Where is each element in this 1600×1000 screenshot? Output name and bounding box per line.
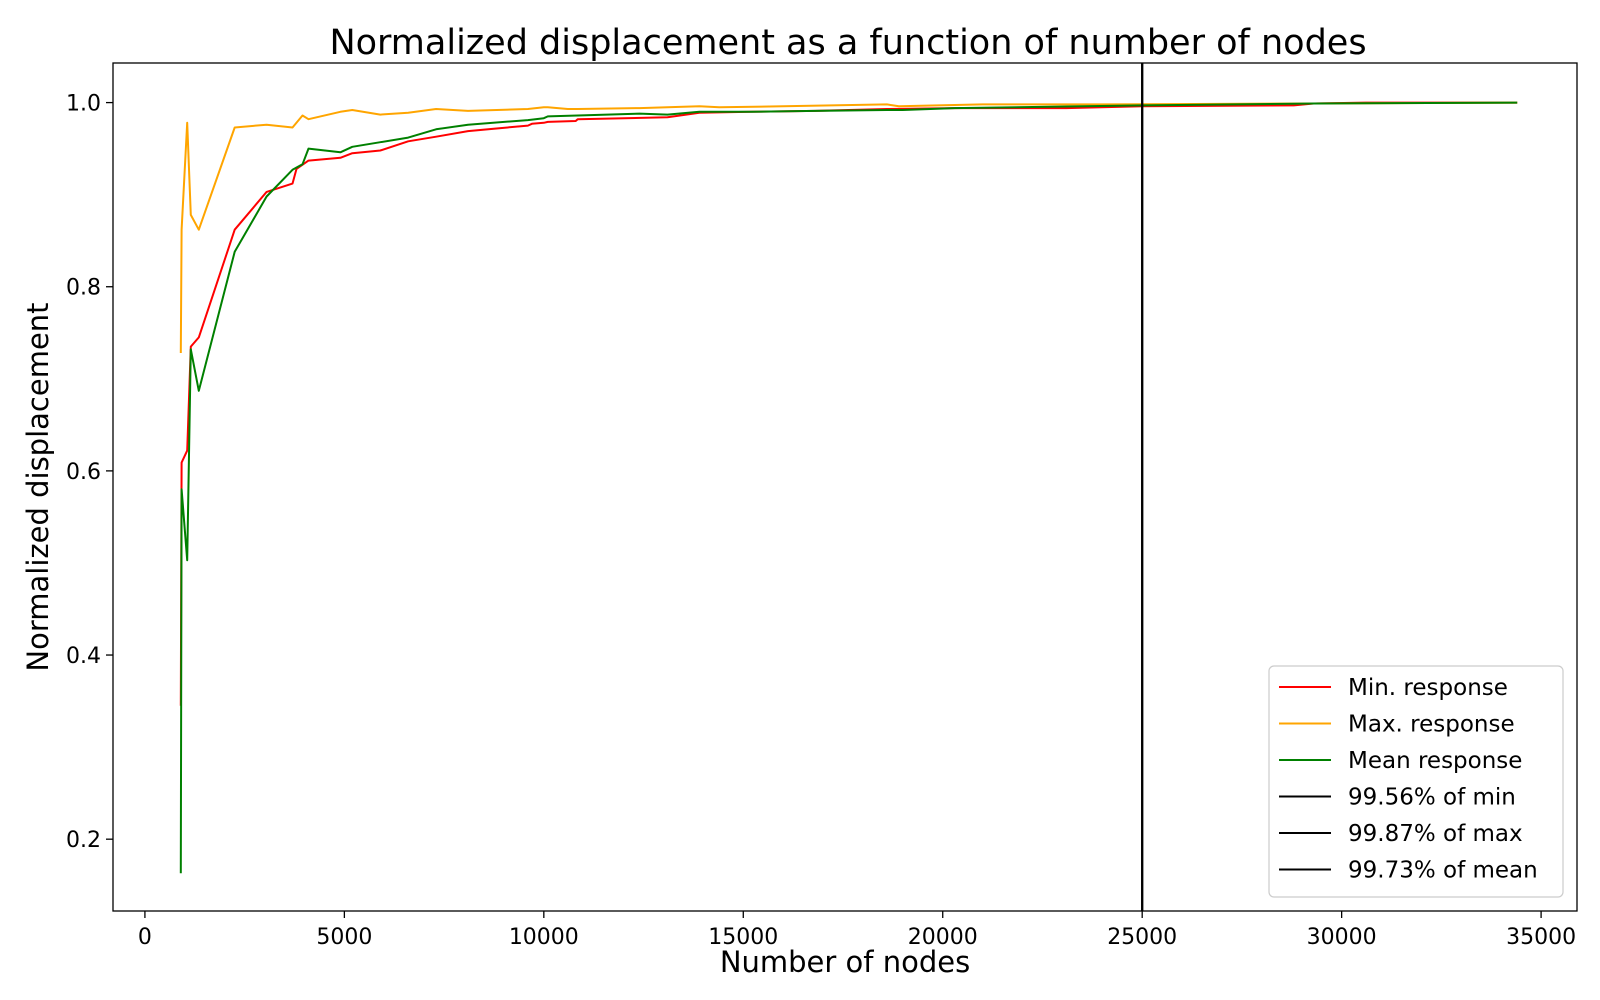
legend-box bbox=[1268, 665, 1564, 898]
y-tick-label: 0.4 bbox=[66, 644, 101, 669]
x-tick-label: 20000 bbox=[908, 925, 978, 950]
legend-label: 99.73% of mean bbox=[1348, 858, 1538, 884]
plot-frame bbox=[112, 62, 1578, 912]
y-axis-title: Normalized displacement bbox=[21, 302, 55, 671]
chart-title: Normalized displacement as a function of… bbox=[329, 23, 1366, 63]
x-tick-label: 35000 bbox=[1506, 925, 1576, 950]
x-tick-label: 0 bbox=[138, 925, 152, 950]
legend-label: Max. response bbox=[1348, 712, 1515, 738]
series-line-max-response bbox=[179, 101, 1518, 354]
x-tick-label: 15000 bbox=[708, 925, 778, 950]
x-tick-label: 5000 bbox=[316, 925, 372, 950]
legend-label: Mean response bbox=[1348, 748, 1522, 774]
series-line-min-response bbox=[179, 101, 1518, 706]
x-axis-title: Number of nodes bbox=[720, 945, 970, 979]
legend: Min. response Max. response Mean response 9… bbox=[1268, 665, 1564, 898]
y-tick-label: 0.8 bbox=[66, 276, 101, 301]
legend-label: Min. response bbox=[1348, 675, 1508, 701]
y-tick-label: 0.6 bbox=[66, 460, 101, 485]
x-tick-label: 25000 bbox=[1107, 925, 1177, 950]
x-tick-label: 30000 bbox=[1307, 925, 1377, 950]
series-line-mean-response bbox=[179, 101, 1518, 874]
x-axis: 0 5000 10000 15000 20000 25000 30000 35000 bbox=[138, 911, 1576, 950]
y-tick-label: 0.2 bbox=[66, 828, 101, 853]
y-axis: 0.2 0.4 0.6 0.8 1.0 bbox=[66, 92, 113, 853]
legend-label: 99.56% of min bbox=[1348, 785, 1516, 811]
x-tick-label: 10000 bbox=[509, 925, 579, 950]
plot-area bbox=[179, 63, 1518, 911]
y-tick-label: 1.0 bbox=[66, 92, 101, 117]
legend-label: 99.87% of max bbox=[1348, 821, 1523, 847]
series-group bbox=[179, 63, 1518, 911]
